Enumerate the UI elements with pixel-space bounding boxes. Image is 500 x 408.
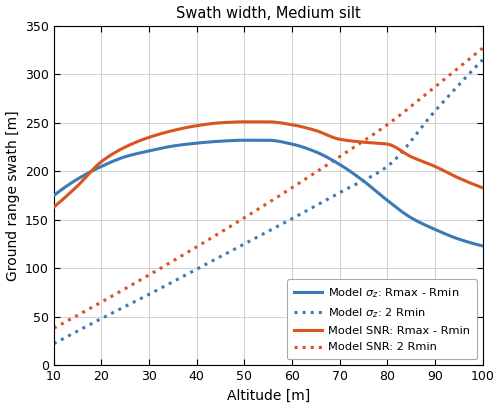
Y-axis label: Ground range swath [m]: Ground range swath [m]: [6, 110, 20, 281]
Legend: Model $\sigma_z$: Rmax - Rmin, Model $\sigma_z$: 2 Rmin, Model SNR: Rmax - Rmin,: Model $\sigma_z$: Rmax - Rmin, Model $\s…: [287, 279, 477, 359]
Title: Swath width, Medium silt: Swath width, Medium silt: [176, 6, 360, 20]
X-axis label: Altitude [m]: Altitude [m]: [226, 388, 310, 402]
